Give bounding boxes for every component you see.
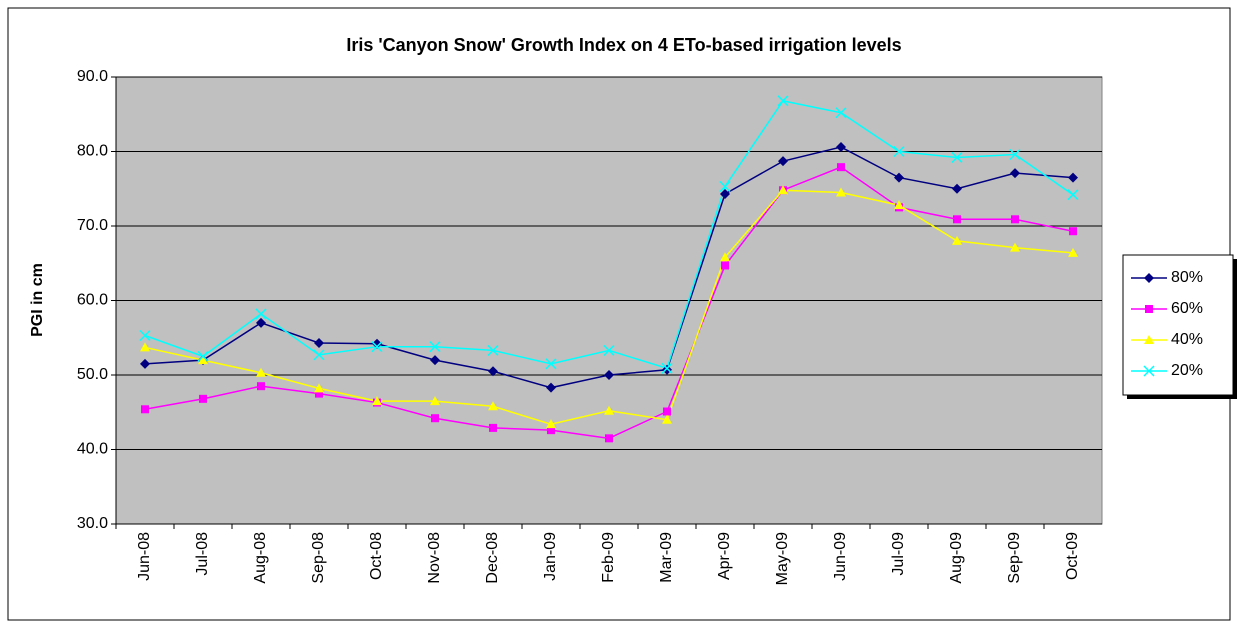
- marker: [604, 370, 614, 380]
- marker: [141, 405, 149, 414]
- marker: [431, 414, 439, 423]
- marker: [488, 366, 498, 377]
- marker: [255, 308, 267, 320]
- marker: [603, 344, 615, 356]
- marker: [662, 364, 672, 375]
- y-tick-label: 30.0: [77, 515, 108, 532]
- marker: [1143, 365, 1155, 377]
- marker: [197, 350, 209, 362]
- marker: [256, 317, 266, 328]
- x-tick-label: May-09: [774, 532, 791, 585]
- x-tick-label: Jun-09: [832, 532, 849, 581]
- x-tick-label: Feb-09: [600, 532, 617, 583]
- y-axis-label: PGI in cm: [29, 263, 46, 337]
- marker: [546, 419, 556, 429]
- chart-title: Iris 'Canyon Snow' Growth Index on 4 ETo…: [346, 35, 901, 55]
- marker: [1010, 242, 1020, 252]
- marker: [836, 187, 846, 197]
- y-tick-label: 70.0: [77, 217, 108, 234]
- marker: [314, 337, 324, 348]
- marker: [139, 329, 151, 342]
- marker: [140, 342, 150, 352]
- x-tick-label: Jul-09: [890, 532, 907, 576]
- legend-label: 80%: [1171, 269, 1203, 286]
- x-tick-label: Oct-09: [1064, 532, 1081, 580]
- marker: [1067, 189, 1079, 201]
- x-tick-label: Aug-08: [252, 532, 269, 584]
- marker: [1009, 148, 1021, 161]
- marker: [489, 423, 497, 432]
- marker: [488, 401, 498, 411]
- marker: [778, 185, 788, 195]
- x-tick-label: Mar-09: [658, 532, 675, 583]
- marker: [952, 183, 962, 194]
- marker: [662, 414, 672, 424]
- y-tick-label: 80.0: [77, 143, 108, 160]
- marker: [372, 338, 382, 349]
- marker: [894, 200, 904, 210]
- marker: [199, 394, 207, 403]
- x-tick-label: Jun-08: [136, 532, 153, 581]
- marker: [430, 396, 440, 406]
- marker: [372, 396, 382, 406]
- y-tick-label: 50.0: [77, 366, 108, 383]
- marker: [1144, 335, 1154, 344]
- marker: [778, 156, 788, 167]
- marker: [314, 383, 324, 393]
- y-tick-label: 40.0: [77, 441, 108, 458]
- marker: [257, 382, 265, 391]
- marker: [777, 95, 789, 107]
- x-tick-label: Sep-08: [310, 532, 327, 584]
- marker: [1069, 227, 1077, 236]
- x-tick-label: Aug-09: [948, 532, 965, 584]
- x-tick-label: Jan-09: [542, 532, 559, 581]
- marker: [547, 426, 555, 435]
- marker: [661, 362, 673, 374]
- marker: [140, 358, 150, 369]
- marker: [313, 349, 325, 361]
- marker: [198, 355, 208, 365]
- marker: [487, 344, 499, 356]
- marker: [952, 235, 962, 245]
- marker: [429, 341, 441, 353]
- x-tick-label: Nov-08: [426, 532, 443, 584]
- marker: [893, 145, 905, 158]
- marker: [1068, 247, 1078, 257]
- y-tick-label: 90.0: [77, 68, 108, 85]
- marker: [546, 382, 556, 393]
- legend-label: 60%: [1171, 300, 1203, 317]
- marker: [371, 341, 383, 353]
- marker: [837, 163, 845, 172]
- marker: [315, 389, 323, 398]
- marker: [1145, 305, 1153, 313]
- marker: [1011, 215, 1019, 224]
- legend-label: 40%: [1171, 331, 1203, 348]
- marker: [430, 355, 440, 366]
- marker: [256, 367, 266, 377]
- x-tick-label: Apr-09: [716, 532, 733, 580]
- marker: [604, 405, 614, 415]
- marker: [951, 151, 963, 163]
- marker: [1144, 273, 1154, 283]
- marker: [545, 358, 557, 370]
- marker: [663, 407, 671, 416]
- marker: [835, 107, 847, 119]
- x-tick-label: Oct-08: [368, 532, 385, 580]
- y-tick-label: 60.0: [77, 292, 108, 309]
- marker: [1010, 168, 1020, 179]
- x-tick-label: Dec-08: [484, 532, 501, 584]
- marker: [836, 142, 846, 153]
- marker: [953, 215, 961, 224]
- marker: [720, 252, 730, 262]
- x-tick-label: Sep-09: [1006, 532, 1023, 584]
- marker: [1068, 172, 1078, 183]
- x-tick-label: Jul-08: [194, 532, 211, 576]
- marker: [719, 180, 731, 193]
- legend-label: 20%: [1171, 362, 1203, 379]
- marker: [720, 188, 730, 199]
- marker: [894, 172, 904, 183]
- marker: [605, 434, 613, 443]
- marker: [721, 261, 729, 270]
